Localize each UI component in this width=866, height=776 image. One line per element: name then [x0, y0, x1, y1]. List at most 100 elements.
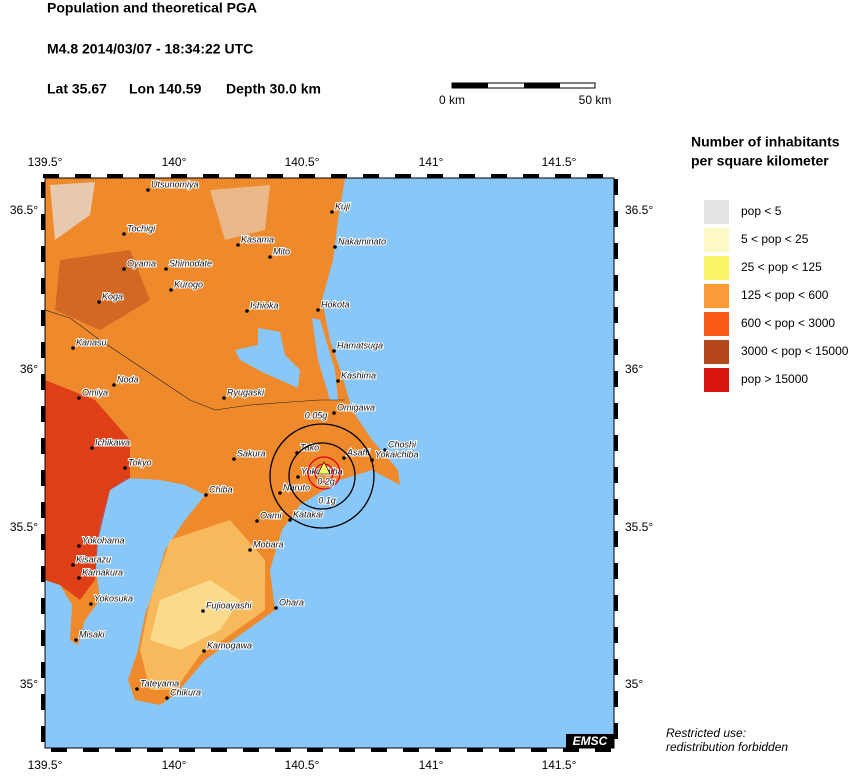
- logo: EMSC: [573, 734, 608, 748]
- city-dot: [122, 267, 126, 271]
- city-label: Yokosuka: [94, 593, 133, 603]
- city-dot: [342, 456, 346, 460]
- title: Population and theoretical PGA: [47, 0, 257, 16]
- city-dot: [316, 308, 320, 312]
- legend-swatch: [704, 256, 729, 280]
- city-label: Yokohama: [82, 535, 125, 545]
- city-label: Chikura: [170, 687, 201, 697]
- legend-swatch: [704, 340, 729, 364]
- city-label: Yokaichiba: [375, 449, 419, 459]
- city-dot: [332, 411, 336, 415]
- city-label: Omiya: [82, 387, 108, 397]
- legend-label: 600 < pop < 3000: [741, 316, 835, 330]
- map: Utsunomiya Tochigi Kasama Mito Oyama Shimodat…: [45, 178, 614, 748]
- lon-label: 140.5°: [285, 758, 320, 771]
- lat-label: 36°: [625, 362, 643, 376]
- legend-label: 125 < pop < 600: [741, 288, 829, 302]
- city-label: Tako: [300, 442, 319, 452]
- city-label: Mito: [273, 246, 290, 256]
- city-label: Ishioka: [250, 300, 279, 310]
- frame: [44, 177, 615, 749]
- city-label: Tateyama: [140, 678, 179, 688]
- city-label: Kasama: [241, 234, 274, 244]
- city-dot: [71, 346, 75, 350]
- pga-label: 0.2g: [317, 476, 335, 486]
- city-dot: [77, 576, 81, 580]
- city-dot: [236, 243, 240, 247]
- lat-label: 35°: [625, 677, 643, 691]
- city-dot: [255, 519, 259, 523]
- city-label: Oami: [260, 510, 283, 520]
- footer: Restricted use:: [666, 726, 746, 740]
- city-dot: [248, 548, 252, 552]
- pga-label: 0.1g: [318, 495, 336, 505]
- legend-label: 3000 < pop < 15000: [741, 344, 849, 358]
- scale-start: 0 km: [439, 93, 465, 107]
- city-dot: [336, 379, 340, 383]
- city-dot: [278, 491, 282, 495]
- city-dot: [222, 396, 226, 400]
- city-dot: [90, 446, 94, 450]
- city-label: Chiba: [209, 484, 233, 494]
- city-label: Kisarazu: [76, 554, 111, 564]
- city-dot: [330, 210, 334, 214]
- city-dot: [204, 493, 208, 497]
- lon-label: 141°: [419, 155, 444, 169]
- city-dot: [201, 609, 205, 613]
- lat-label: 36.5°: [10, 203, 38, 217]
- event: M4.8 2014/03/07 - 18:34:22 UTC: [47, 41, 253, 57]
- city-label: Oyama: [127, 258, 156, 268]
- lon-label: 141.5°: [542, 758, 577, 771]
- footer: redistribution forbidden: [666, 740, 788, 754]
- city-label: Kashima: [341, 370, 376, 380]
- city-label: Ryugaski: [227, 387, 265, 397]
- scale-bar: [451, 82, 596, 89]
- lat-label: 36°: [20, 362, 38, 376]
- legend-swatch: [704, 368, 729, 392]
- city-dot: [122, 232, 126, 236]
- city-dot: [288, 518, 292, 522]
- lat-label: 35.5°: [625, 520, 653, 534]
- city-label: Asahi: [346, 447, 371, 457]
- city-dot: [296, 475, 300, 479]
- legend-label: 25 < pop < 125: [741, 260, 822, 274]
- city-dot: [245, 309, 249, 313]
- lon-label: 139.5°: [28, 758, 63, 771]
- city-label: Fujioayashi: [206, 600, 253, 610]
- city-dot: [135, 687, 139, 691]
- city-dot: [165, 696, 169, 700]
- city-label: Tochigi: [127, 223, 156, 233]
- city-label: Ohara: [279, 597, 304, 607]
- city-label: Omigawa: [337, 402, 375, 412]
- legend-title: per square kilometer: [691, 153, 829, 169]
- city-dot: [169, 288, 173, 292]
- city-dot: [112, 383, 116, 387]
- legend-label: 5 < pop < 25: [741, 232, 809, 246]
- city-label: Katakai: [293, 509, 324, 519]
- city-dot: [202, 649, 206, 653]
- city-label: Koga: [102, 291, 123, 301]
- lon-label: 141°: [419, 758, 444, 771]
- city-dot: [333, 245, 337, 249]
- city-label: Kanasu: [76, 337, 107, 347]
- city-label: Kuji: [335, 201, 351, 211]
- lon-label: 140°: [162, 155, 187, 169]
- lon: Lon 140.59: [129, 81, 202, 97]
- city-label: Kamakura: [82, 567, 123, 577]
- city-dot: [232, 457, 236, 461]
- city-label: Noda: [117, 374, 139, 384]
- city-label: Hokota: [321, 299, 350, 309]
- legend-title: Number of inhabitants: [691, 134, 840, 150]
- city-label: Ichikawa: [95, 437, 130, 447]
- lat-label: 35.5°: [10, 520, 38, 534]
- legend-label: pop < 5: [741, 204, 782, 218]
- city-label: Naruto: [283, 482, 310, 492]
- legend-swatch: [704, 228, 729, 252]
- legend-swatch: [704, 312, 729, 336]
- city-label: Utsunomiya: [151, 179, 199, 189]
- city-label: Tokyo: [128, 457, 152, 467]
- city-label: Misaki: [79, 629, 106, 639]
- city-dot: [77, 544, 81, 548]
- city-label: Sakura: [237, 448, 266, 458]
- city-label: Kamogawa: [207, 640, 252, 650]
